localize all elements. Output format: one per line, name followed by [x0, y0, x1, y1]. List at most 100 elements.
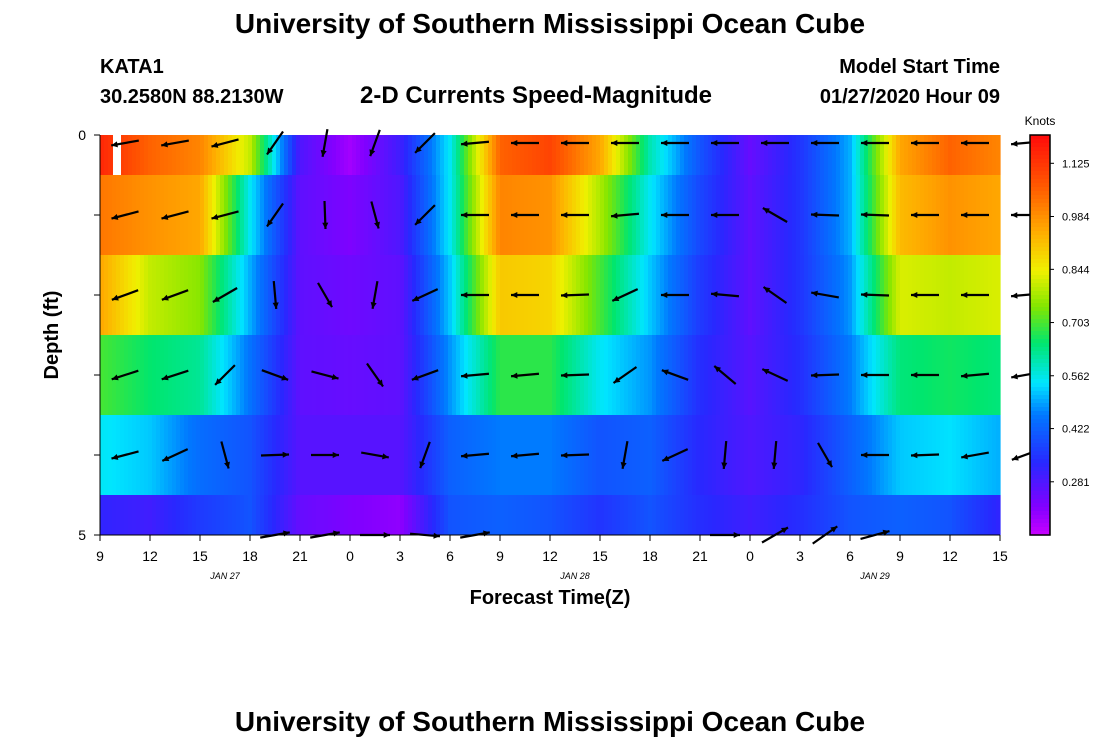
heatmap-cell [156, 335, 161, 415]
heatmap-cell [508, 175, 513, 255]
heatmap-cell [676, 415, 681, 495]
current-arrow-head [911, 371, 918, 379]
heatmap-cell [684, 335, 689, 415]
heatmap-cell [100, 415, 105, 495]
heatmap-cell [760, 335, 765, 415]
heatmap-cell [840, 495, 845, 535]
heatmap-cell [468, 135, 473, 175]
heatmap-cell [912, 135, 917, 175]
date-label: JAN 28 [559, 571, 590, 581]
colorbar-swatch [1030, 159, 1050, 164]
heatmap-cell [784, 415, 789, 495]
heatmap-cell [188, 255, 193, 335]
heatmap-cell [116, 255, 121, 335]
heatmap-cell [640, 495, 645, 535]
heatmap-cell [948, 335, 953, 415]
heatmap-cell [140, 135, 145, 175]
heatmap-cell [512, 135, 517, 175]
heatmap-cell [240, 175, 245, 255]
heatmap-cell [376, 255, 381, 335]
heatmap-cell [308, 415, 313, 495]
heatmap-cell [656, 495, 661, 535]
heatmap-cell [792, 415, 797, 495]
heatmap-cell [720, 335, 725, 415]
current-arrow-head [320, 150, 327, 157]
heatmap-cell [556, 415, 561, 495]
date-label: JAN 27 [209, 571, 241, 581]
heatmap-cell [356, 135, 361, 175]
heatmap-cell [644, 495, 649, 535]
heatmap-cell [860, 495, 865, 535]
heatmap-cell [868, 495, 873, 535]
heatmap-cell [568, 495, 573, 535]
heatmap-cell [664, 135, 669, 175]
heatmap-cell [212, 415, 217, 495]
colorbar-frame [1029, 134, 1051, 536]
heatmap-cell [780, 175, 785, 255]
heatmap-cell [448, 175, 453, 255]
heatmap-cell [412, 335, 417, 415]
heatmap-cell [404, 495, 409, 535]
heatmap-cell [688, 175, 693, 255]
heatmap-cell [612, 135, 617, 175]
heatmap-cell [140, 495, 145, 535]
heatmap-cell [160, 335, 165, 415]
heatmap-cell [840, 255, 845, 335]
heatmap-cell [212, 495, 217, 535]
heatmap-cell [492, 335, 497, 415]
heatmap-cell [580, 135, 585, 175]
heatmap-cell [908, 335, 913, 415]
heatmap-cell [340, 255, 345, 335]
heatmap-cell [496, 175, 501, 255]
heatmap-cell [496, 255, 501, 335]
heatmap-cell [808, 415, 813, 495]
heatmap-cell [788, 415, 793, 495]
heatmap-cell [396, 175, 401, 255]
colorbar-swatch [1030, 167, 1050, 172]
heatmap-cell [828, 135, 833, 175]
heatmap-cell [332, 135, 337, 175]
heatmap-cell [740, 415, 745, 495]
colorbar-swatch [1030, 267, 1050, 272]
heatmap-cell [556, 335, 561, 415]
heatmap-cell [824, 415, 829, 495]
heatmap-cell [256, 175, 261, 255]
colorbar-swatch [1030, 499, 1050, 504]
y-axis-title: Depth (ft) [41, 291, 63, 380]
heatmap-cell [988, 335, 993, 415]
heatmap-cell [428, 255, 433, 335]
heatmap-cell [108, 495, 113, 535]
heatmap-cells [100, 135, 1001, 535]
heatmap-cell [548, 335, 553, 415]
heatmap-cell [436, 135, 441, 175]
heatmap-cell [616, 335, 621, 415]
heatmap-cell [592, 135, 597, 175]
heatmap-cell [320, 495, 325, 535]
heatmap-cell [260, 335, 265, 415]
current-arrow-head [326, 300, 332, 308]
heatmap-cell [168, 255, 173, 335]
heatmap-cell [756, 135, 761, 175]
heatmap-cell [100, 255, 105, 335]
heatmap-cell [560, 135, 565, 175]
heatmap-cell [276, 175, 281, 255]
heatmap-cell [452, 335, 457, 415]
heatmap-cell [188, 415, 193, 495]
heatmap-cell [996, 415, 1001, 495]
heatmap-cell [348, 415, 353, 495]
heatmap-cell [696, 135, 701, 175]
colorbar-swatch [1030, 527, 1050, 532]
heatmap-cell [528, 495, 533, 535]
heatmap-cell [136, 135, 141, 175]
heatmap-cell [360, 335, 365, 415]
heatmap-cell [416, 495, 421, 535]
heatmap-cell [352, 255, 357, 335]
heatmap-cell [444, 495, 449, 535]
heatmap-cell [448, 255, 453, 335]
current-arrow-head [861, 451, 868, 459]
heatmap-cell [500, 495, 505, 535]
heatmap-cell [720, 135, 725, 175]
current-arrow-head [711, 211, 718, 219]
heatmap-cell [296, 255, 301, 335]
heatmap-cell [440, 415, 445, 495]
